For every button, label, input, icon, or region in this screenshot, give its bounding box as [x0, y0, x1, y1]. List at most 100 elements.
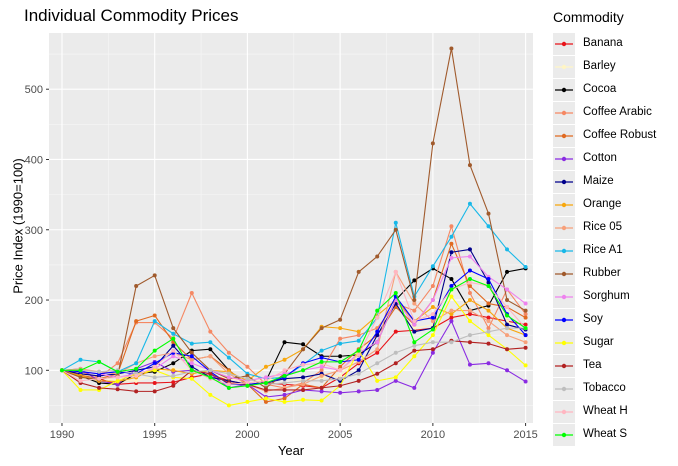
legend-key-barley [553, 56, 575, 78]
data-point-coffee-arabic [208, 329, 213, 334]
data-point-sugar [467, 319, 472, 324]
legend-item-maize: Maize [553, 171, 675, 194]
data-point-coffee-arabic [356, 333, 361, 338]
legend-key-cotton [553, 148, 575, 170]
legend-item-coffee-robust: Coffee Robust [553, 125, 675, 148]
data-point-rice-a1 [505, 247, 510, 252]
data-point-tea [412, 348, 417, 353]
data-point-tobacco [97, 369, 102, 374]
data-point-tobacco [171, 373, 176, 378]
data-point-rubber [338, 317, 343, 322]
data-point-tea [263, 387, 268, 392]
data-point-banana [393, 329, 398, 334]
data-point-cotton [115, 382, 120, 387]
data-point-cotton [486, 361, 491, 366]
data-point-rubber [430, 141, 435, 146]
legend-item-banana: Banana [553, 33, 675, 56]
data-point-coffee-arabic [430, 283, 435, 288]
data-point-rice-a1 [208, 340, 213, 345]
data-point-rice-a1 [226, 355, 231, 360]
data-point-wheat-h [245, 380, 250, 385]
data-point-maize [301, 375, 306, 380]
data-point-rice-a1 [430, 264, 435, 269]
data-point-rubber [152, 273, 157, 278]
data-point-rubber [449, 46, 454, 51]
y-tick-label: 200 [25, 295, 43, 307]
data-point-sugar [115, 378, 120, 383]
data-point-wheat-h [134, 373, 139, 378]
data-point-banana [152, 380, 157, 385]
data-point-sorghum [319, 364, 324, 369]
data-point-sugar [486, 333, 491, 338]
series-line-rice-05 [61, 271, 526, 392]
x-tick-label: 1995 [142, 429, 166, 441]
legend-item-cotton: Cotton [553, 148, 675, 171]
y-tick-label: 500 [25, 84, 43, 96]
legend-label-rice-a1: Rice A1 [583, 244, 623, 256]
data-point-cotton [467, 362, 472, 367]
data-point-rice-05 [208, 354, 213, 359]
data-point-wheat-s [208, 375, 213, 380]
data-point-rubber [505, 298, 510, 303]
data-point-tobacco [301, 378, 306, 383]
series-line-coffee-arabic [61, 225, 527, 389]
data-point-tobacco [486, 329, 491, 334]
data-point-barley [338, 373, 343, 378]
data-point-tobacco [505, 326, 510, 331]
series-line-sugar [61, 295, 526, 406]
data-point-rice-05 [412, 301, 417, 306]
data-point-cotton [523, 379, 528, 384]
data-point-tea [208, 371, 213, 376]
data-point-tobacco [245, 376, 250, 381]
data-point-maize [467, 247, 472, 252]
legend-key-sugar [553, 332, 575, 354]
data-point-rice-05 [375, 347, 380, 352]
data-point-tea [393, 361, 398, 366]
legend-item-wheat-h: Wheat H [553, 401, 675, 424]
data-point-cotton [449, 319, 454, 324]
data-point-orange [171, 368, 176, 373]
data-point-rice-05 [430, 319, 435, 324]
data-point-wheat-s [301, 368, 306, 373]
data-point-rice-05 [152, 354, 157, 359]
data-point-wheat-s [226, 385, 231, 390]
legend-label-soy: Soy [583, 313, 603, 325]
legend-label-rubber: Rubber [583, 267, 621, 279]
data-point-coffee-robust [338, 364, 343, 369]
x-tick-label: 2000 [235, 429, 259, 441]
data-point-maize [171, 343, 176, 348]
data-point-soy [486, 276, 491, 281]
data-point-tea [115, 387, 120, 392]
data-point-wheat-s [486, 283, 491, 288]
data-point-cotton [375, 387, 380, 392]
legend-key-soy [553, 309, 575, 331]
data-point-rice-05 [505, 333, 510, 338]
legend-label-cotton: Cotton [583, 152, 617, 164]
legend-label-wheat-h: Wheat H [583, 405, 628, 417]
data-point-cocoa [282, 340, 287, 345]
data-point-soy [523, 333, 528, 338]
data-point-tea [152, 389, 157, 394]
legend-key-rice-a1 [553, 240, 575, 262]
legend-key-rubber [553, 263, 575, 285]
legend-key-cocoa [553, 79, 575, 101]
data-point-coffee-arabic [115, 361, 120, 366]
legend-label-sorghum: Sorghum [583, 290, 630, 302]
data-point-orange [263, 364, 268, 369]
data-point-cocoa [338, 354, 343, 359]
data-point-sugar [375, 378, 380, 383]
data-point-rice-a1 [189, 341, 194, 346]
data-point-banana [523, 322, 528, 327]
data-point-rice-a1 [449, 234, 454, 239]
data-point-tobacco [449, 340, 454, 345]
series-line-soy [61, 269, 526, 385]
data-point-rice-05 [301, 382, 306, 387]
data-point-sugar [208, 392, 213, 397]
data-point-coffee-arabic [189, 291, 194, 295]
data-point-tea [134, 389, 139, 394]
data-point-cocoa [505, 269, 510, 274]
data-point-rice-05 [319, 373, 324, 378]
data-point-cocoa [171, 361, 176, 366]
